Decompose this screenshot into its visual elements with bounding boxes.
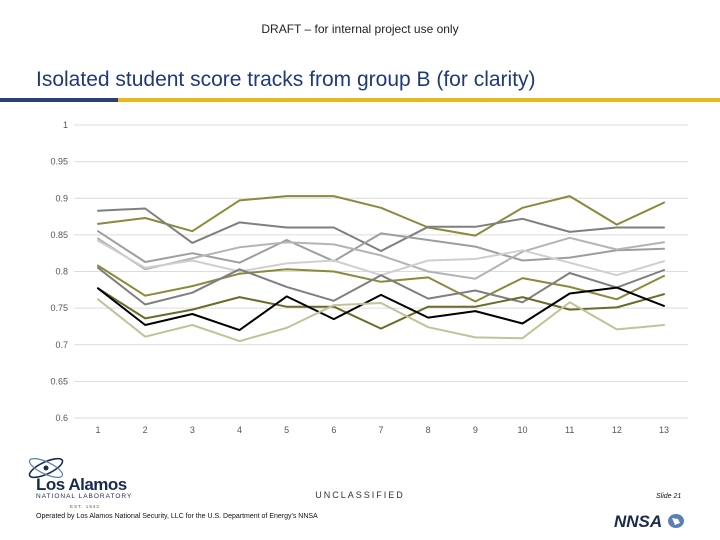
- x-tick-label: 5: [284, 425, 289, 435]
- y-tick-label: 0.9: [55, 193, 68, 203]
- series-line-4: [97, 236, 665, 280]
- chart-grid: [74, 124, 688, 419]
- logo-name: Los Alamos: [36, 475, 127, 494]
- x-axis-tick-labels: 1 2 3 4 5 6 7 8 9 10 11 12 13: [95, 425, 669, 435]
- series-line-3: [97, 230, 665, 264]
- nnsa-logo: NNSA: [614, 512, 684, 531]
- series-line-10: [97, 298, 665, 343]
- series-line-5: [97, 239, 665, 277]
- x-tick-label: 2: [143, 425, 148, 435]
- x-tick-label: 6: [331, 425, 336, 435]
- y-tick-label: 0.6: [55, 413, 68, 423]
- series-line-2: [97, 207, 665, 252]
- slide-title: Isolated student score tracks from group…: [36, 68, 536, 91]
- y-tick-label: 0.95: [50, 157, 68, 167]
- series-line-6: [97, 264, 665, 303]
- x-tick-label: 10: [517, 425, 527, 435]
- logo-subtitle: NATIONAL LABORATORY: [36, 493, 133, 500]
- x-tick-label: 3: [190, 425, 195, 435]
- draft-notice: DRAFT – for internal project use only: [261, 22, 459, 36]
- los-alamos-logo: Los Alamos NATIONAL LABORATORY EST. 1943: [22, 453, 142, 513]
- y-tick-label: 1: [63, 120, 68, 130]
- series-line-8: [97, 287, 665, 330]
- atom-logo-icon: [28, 457, 64, 479]
- y-axis-tick-labels: 0.6 0.65 0.7 0.75 0.8 0.85 0.9 0.95 1: [50, 120, 68, 423]
- classification-label: UNCLASSIFIED: [315, 490, 405, 500]
- y-tick-label: 0.75: [50, 303, 68, 313]
- series-line-1: [97, 195, 665, 237]
- y-tick-label: 0.8: [55, 267, 68, 277]
- title-rule: [0, 98, 720, 102]
- x-tick-label: 4: [237, 425, 242, 435]
- y-tick-label: 0.7: [55, 340, 68, 350]
- y-tick-label: 0.65: [50, 376, 68, 386]
- logo-est: EST. 1943: [70, 504, 100, 509]
- series-line-9: [97, 286, 665, 332]
- operated-by-text: Operated by Los Alamos National Security…: [36, 513, 318, 520]
- x-tick-label: 13: [659, 425, 669, 435]
- x-tick-label: 12: [612, 425, 622, 435]
- nnsa-logo-text: NNSA: [614, 512, 662, 531]
- series-line-7: [97, 266, 665, 306]
- slide-number: Slide 21: [656, 493, 682, 500]
- x-tick-label: 7: [378, 425, 383, 435]
- title-rule-accent: [0, 98, 118, 102]
- chart-series: [97, 195, 665, 343]
- y-tick-label: 0.85: [50, 230, 68, 240]
- x-tick-label: 11: [565, 425, 574, 435]
- x-tick-label: 1: [95, 425, 100, 435]
- x-tick-label: 8: [426, 425, 431, 435]
- x-tick-label: 9: [473, 425, 478, 435]
